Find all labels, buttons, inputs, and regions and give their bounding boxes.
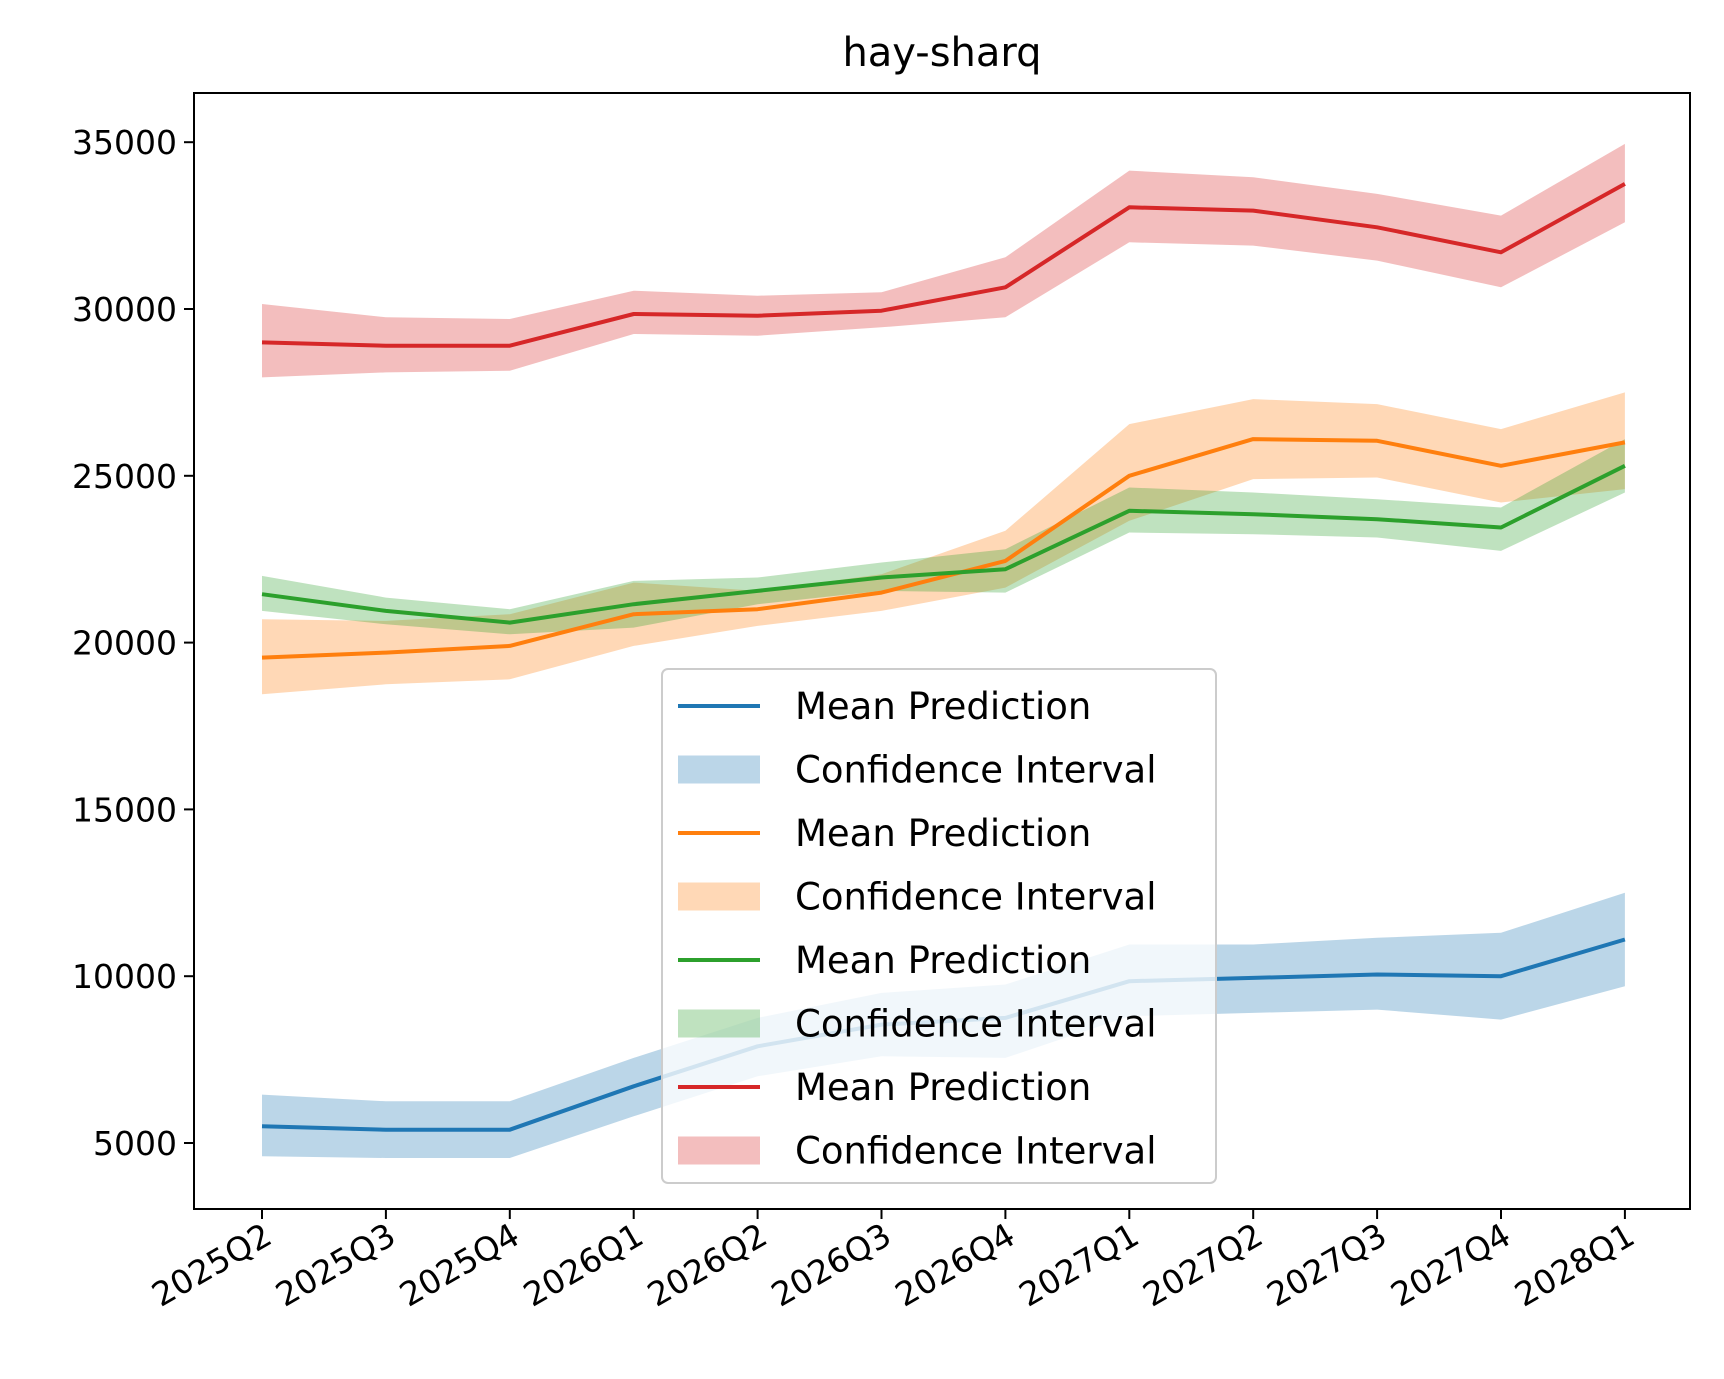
y-tick-label: 15000: [72, 790, 177, 829]
plot-frame: [193, 92, 1691, 1210]
y-tick-label: 20000: [72, 624, 177, 663]
mean-line-4: [261, 182, 1626, 348]
legend-band-swatch-2: [678, 882, 760, 911]
y-tick-label: 30000: [72, 290, 177, 329]
legend-label-mean-1: Mean Prediction: [795, 685, 1091, 728]
confidence-band-3: [262, 439, 1625, 635]
legend-band-swatch-4: [678, 1136, 760, 1165]
mean-line-2: [261, 437, 1626, 660]
legend-label-interval-3: Confidence Interval: [795, 1003, 1157, 1046]
legend-label-mean-2: Mean Prediction: [795, 812, 1091, 855]
y-tick-label: 25000: [72, 457, 177, 496]
legend: Mean Prediction Confidence Interval Mean P…: [661, 668, 1217, 1184]
legend-frame: [661, 668, 1217, 1184]
mean-line-3: [261, 464, 1626, 625]
y-tick-label: 35000: [72, 123, 177, 162]
confidence-band-4: [262, 143, 1625, 378]
y-tick-label: 10000: [72, 957, 177, 996]
y-tick-label: 5000: [93, 1124, 177, 1163]
legend-label-interval-2: Confidence Interval: [795, 876, 1157, 919]
chart-title: hay-sharq: [842, 30, 1041, 76]
legend-label-mean-3: Mean Prediction: [795, 939, 1091, 982]
legend-band-swatch-1: [678, 755, 760, 784]
y-axis-ticks: 5000 10000 15000 20000 25000 30000 35000: [72, 123, 194, 1163]
legend-label-interval-1: Confidence Interval: [795, 749, 1157, 792]
legend-band-swatch-3: [678, 1009, 760, 1038]
confidence-band-2: [262, 392, 1625, 695]
legend-label-interval-4: Confidence Interval: [795, 1130, 1157, 1173]
legend-label-mean-4: Mean Prediction: [795, 1066, 1091, 1109]
